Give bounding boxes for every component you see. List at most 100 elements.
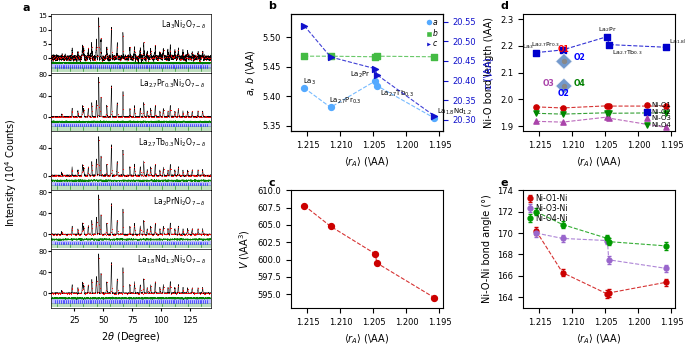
Point (160, 231, 171, 237)
Point (103, 290, 114, 295)
Point (96, 212, 107, 218)
Point (196, 173, 207, 178)
Point (78, 47, 89, 53)
Point (49, 173, 60, 178)
Point (127, 56, 138, 61)
Point (201, 232, 212, 237)
Point (166, 231, 177, 237)
Point (93, 255, 104, 261)
Point (107, 114, 118, 119)
Point (116, 113, 127, 119)
Point (299, 85, 310, 91)
Point (182, 112, 192, 117)
Point (130, 290, 141, 296)
Point (121, 173, 132, 178)
Point (158, 284, 169, 290)
Point (164, 225, 175, 230)
Point (84, 231, 95, 237)
Point (203, 231, 214, 237)
Point (167, 55, 178, 61)
Point (169, 55, 179, 60)
Point (54, 54, 65, 60)
Point (93, 138, 104, 143)
Point (136, 232, 147, 238)
Point (119, 114, 129, 119)
Point (140, 173, 151, 179)
Point (149, 229, 160, 235)
Point (119, 173, 129, 179)
Ni-O1 (557, 105, 568, 111)
Point (167, 231, 178, 237)
Point (80, 113, 91, 119)
Text: La$_{1.8}$Nd$_{1.2}$: La$_{1.8}$Nd$_{1.2}$ (437, 107, 472, 117)
Point (121, 232, 132, 238)
Point (102, 231, 113, 236)
Point (145, 287, 155, 292)
Point (191, 173, 202, 178)
Point (63, 54, 74, 60)
Point (190, 291, 201, 296)
Point (51, 55, 62, 60)
Point (184, 291, 195, 296)
Point (148, 290, 159, 296)
Point (121, 291, 132, 297)
Ni-O4 (660, 110, 671, 116)
Point (92, 171, 103, 176)
Point (134, 291, 145, 296)
Point (201, 54, 212, 60)
Point (119, 232, 129, 237)
Point (174, 57, 185, 63)
Point (371, 260, 382, 266)
Point (191, 231, 202, 237)
Point (158, 166, 169, 172)
Point (172, 231, 183, 237)
Point (175, 290, 186, 296)
Point (192, 54, 203, 60)
Point (78, 227, 89, 233)
Point (185, 56, 196, 62)
Point (197, 285, 208, 291)
Point (101, 229, 112, 234)
Point (145, 228, 155, 234)
Point (97, 114, 108, 120)
Point (75, 115, 86, 120)
Legend: Ni-O1-Ni, Ni-O3-Ni, Ni-O4-Ni: Ni-O1-Ni, Ni-O3-Ni, Ni-O4-Ni (524, 191, 571, 226)
Point (143, 231, 154, 237)
Point (91, 161, 102, 166)
Point (115, 173, 126, 179)
Point (204, 58, 215, 63)
Point (88, 173, 99, 179)
Point (171, 173, 182, 178)
Point (124, 164, 135, 170)
Point (82, 112, 93, 117)
Point (86, 290, 97, 296)
Point (103, 232, 114, 237)
Point (75, 173, 86, 178)
Point (145, 51, 155, 56)
Point (60, 114, 71, 120)
Point (70, 55, 81, 61)
Point (157, 113, 168, 119)
Point (169, 53, 180, 58)
X-axis label: $\langle r_A \rangle$ (\AA): $\langle r_A \rangle$ (\AA) (576, 156, 621, 169)
Point (83, 282, 94, 288)
Point (144, 56, 155, 62)
Point (61, 57, 72, 63)
Point (50, 114, 61, 120)
Point (73, 169, 84, 174)
Point (155, 290, 166, 296)
Point (201, 291, 212, 296)
Point (179, 290, 190, 296)
Point (199, 55, 210, 61)
Point (66, 168, 77, 173)
Point (60, 232, 71, 237)
Point (168, 114, 179, 119)
Point (77, 53, 88, 58)
Point (105, 230, 116, 235)
Point (55, 290, 66, 296)
Point (113, 55, 124, 60)
Point (90, 231, 101, 237)
Point (113, 114, 124, 120)
Point (59, 114, 70, 119)
Point (113, 291, 124, 296)
